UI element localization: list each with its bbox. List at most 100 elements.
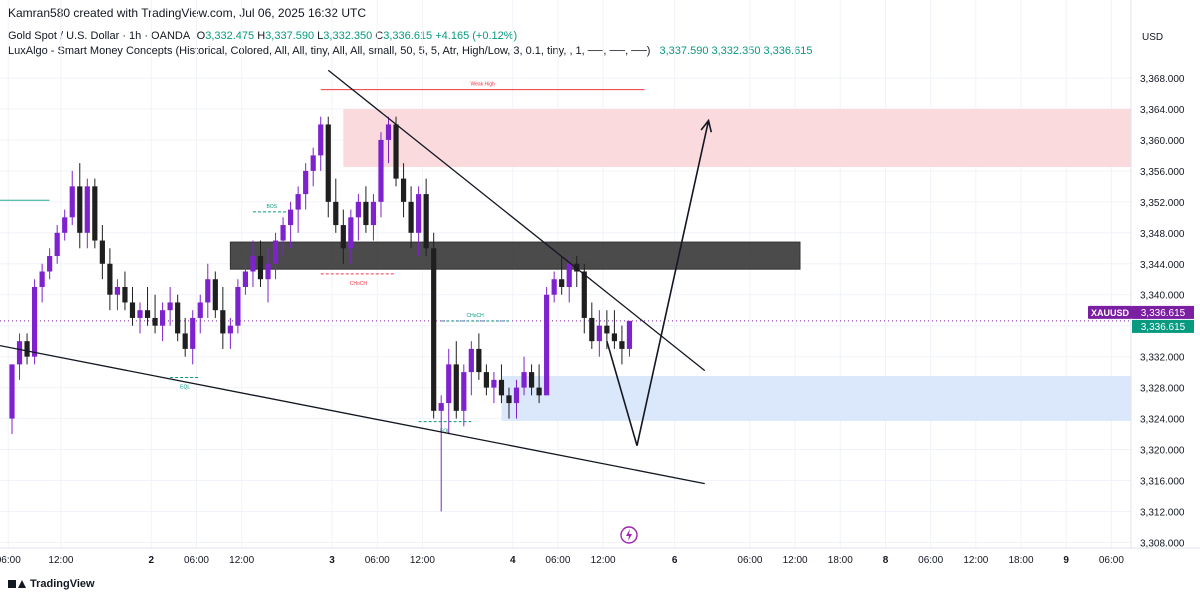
projection-path	[606, 120, 710, 446]
candle-body	[62, 217, 68, 233]
candle-body	[129, 302, 136, 318]
close-tag-value: 3,336.615	[1141, 322, 1186, 333]
candle-body	[288, 209, 294, 226]
candle-body	[491, 379, 497, 388]
y-tick-label-10: 3,348.000	[1140, 229, 1185, 240]
candle-body	[574, 263, 580, 272]
x-tick-label-4: 12:00	[229, 555, 254, 566]
projection-arrowhead	[700, 118, 713, 133]
candle-body	[619, 341, 625, 349]
candle-body	[333, 201, 339, 226]
candle-body	[235, 286, 241, 326]
candle-body	[265, 263, 271, 280]
candle-body	[227, 325, 233, 334]
y-tick-label-0: 3,308.000	[1140, 538, 1185, 549]
candle-body	[528, 372, 535, 388]
candle-body	[175, 302, 181, 334]
candle-body	[144, 310, 151, 318]
x-tick-label-16: 06:00	[918, 555, 943, 566]
x-tick-label-2: 2	[149, 555, 155, 566]
tradingview-logo[interactable]: TradingView	[8, 578, 95, 590]
ohlc-low-label: L	[317, 30, 324, 42]
candle-body	[24, 341, 30, 357]
level-label-choch_bear: CHoCH	[350, 281, 368, 287]
candle-body	[431, 248, 437, 411]
candle-body	[385, 124, 392, 140]
candle-body	[167, 302, 173, 311]
candle-body	[39, 271, 45, 287]
indicator-value-1: 3,337.590	[659, 45, 709, 57]
x-tick-label-14: 18:00	[828, 555, 853, 566]
ohlc-high: 3,337.590	[265, 30, 315, 42]
candle-body	[92, 186, 98, 241]
candle-body	[69, 186, 75, 218]
x-tick-label-13: 12:00	[783, 555, 808, 566]
x-tick-label-12: 06:00	[737, 555, 762, 566]
x-tick-label-0: 06:00	[0, 555, 21, 566]
candle-body	[400, 178, 407, 202]
candle-body	[363, 201, 369, 226]
candle-body	[544, 294, 550, 396]
ohlc-change: +4.165 (+0.12%)	[435, 30, 518, 42]
ohlc-open-label: O	[196, 30, 206, 42]
candle-body	[589, 317, 595, 342]
y-tick-label-12: 3,356.000	[1140, 167, 1185, 178]
level-label-eql_low: EQL	[440, 429, 450, 435]
zone-demand	[501, 375, 1131, 421]
candle-body	[77, 186, 83, 233]
axis-currency: USD	[1142, 32, 1163, 43]
candle-body	[220, 310, 226, 334]
y-tick-label-4: 3,324.000	[1140, 415, 1185, 426]
candle-body	[461, 372, 467, 411]
candle-body	[370, 201, 377, 226]
candle-body	[9, 364, 15, 419]
x-tick-label-17: 12:00	[963, 555, 988, 566]
symbol-tag-name: XAUUSD	[1091, 308, 1130, 318]
symbol-title: Gold Spot / U.S. Dollar · 1h · OANDA	[8, 30, 190, 42]
candle-body	[626, 320, 633, 349]
trendline-2	[327, 69, 706, 372]
candle-body	[54, 232, 60, 257]
y-tick-label-9: 3,344.000	[1140, 260, 1185, 271]
symbol-tag-bg	[1088, 305, 1132, 319]
y-tick-label-15: 3,368.000	[1140, 74, 1185, 85]
candle-body	[446, 364, 452, 404]
x-tick-label-1: 12:00	[48, 555, 73, 566]
candle-body	[47, 256, 53, 272]
candle-body	[114, 286, 121, 295]
candle-body	[107, 263, 113, 295]
indicator-value-3: 3,336.615	[763, 45, 813, 57]
y-tick-label-3: 3,320.000	[1140, 446, 1185, 457]
trendline-1	[0, 344, 705, 485]
candle-body	[393, 124, 399, 179]
indicator-value-2: 3,332.350	[711, 45, 761, 57]
candle-body	[205, 279, 211, 303]
candle-body	[197, 302, 203, 318]
symbol-tag-value: 3,336.615	[1141, 308, 1186, 319]
candle-body	[551, 279, 557, 295]
zone-block	[229, 241, 801, 270]
candle-body	[257, 256, 264, 280]
indicator-legend[interactable]: LuxAlgo - Smart Money Concepts (Historic…	[8, 45, 812, 57]
candle-body	[318, 124, 324, 156]
candle-body	[137, 310, 143, 318]
candle-body	[99, 240, 105, 264]
x-tick-label-10: 12:00	[591, 555, 616, 566]
candle-body	[31, 286, 38, 357]
indicator-title: LuxAlgo - Smart Money Concepts (Historic…	[8, 45, 651, 57]
candle-body	[348, 217, 354, 249]
y-tick-label-1: 3,312.000	[1140, 507, 1185, 518]
candle-body	[476, 348, 482, 373]
candle-body	[355, 201, 361, 218]
candle-body	[182, 333, 188, 349]
y-tick-label-13: 3,360.000	[1140, 136, 1185, 147]
candle-body	[513, 387, 520, 404]
y-tick-label-2: 3,316.000	[1140, 476, 1185, 487]
candle-body	[295, 194, 301, 210]
candles-group	[9, 116, 633, 512]
candle-body	[521, 372, 527, 388]
zone-supply	[343, 108, 1131, 168]
x-tick-label-5: 3	[329, 555, 335, 566]
x-tick-label-11: 6	[672, 555, 678, 566]
